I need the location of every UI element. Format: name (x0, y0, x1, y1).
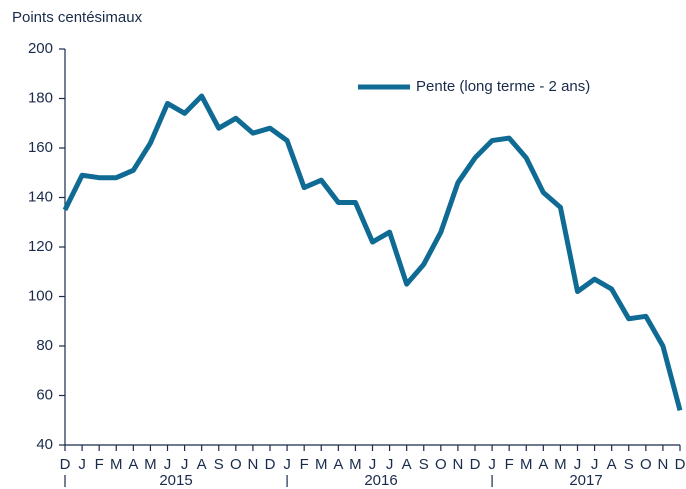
x-tick-label: M (110, 456, 123, 473)
year-label: 2017 (569, 472, 602, 489)
x-tick-label: A (197, 456, 207, 473)
x-tick-label: D (675, 456, 686, 473)
x-tick-label: M (520, 456, 533, 473)
x-tick-label: A (402, 456, 412, 473)
x-tick-label: D (470, 456, 481, 473)
x-tick-label: S (624, 456, 634, 473)
x-tick-label: J (78, 456, 86, 473)
x-tick-label: A (607, 456, 617, 473)
x-tick-label: J (574, 456, 582, 473)
x-tick-label: O (640, 456, 652, 473)
x-tick-label: M (554, 456, 567, 473)
y-tick-label: 60 (36, 386, 53, 403)
x-tick-label: J (386, 456, 394, 473)
x-tick-label: M (144, 456, 157, 473)
x-tick-label: N (657, 456, 668, 473)
x-tick-label: D (265, 456, 276, 473)
x-tick-label: O (230, 456, 242, 473)
x-tick-label: A (128, 456, 138, 473)
x-tick-label: S (419, 456, 429, 473)
year-label: 2016 (364, 472, 397, 489)
year-label: 2015 (159, 472, 192, 489)
x-tick-label: J (369, 456, 377, 473)
x-tick-label: J (488, 456, 496, 473)
x-tick-label: O (435, 456, 447, 473)
x-tick-label: F (505, 456, 514, 473)
y-tick-label: 40 (36, 436, 53, 453)
x-tick-label: J (591, 456, 599, 473)
y-tick-label: 120 (28, 238, 53, 255)
x-tick-label: N (247, 456, 258, 473)
y-tick-label: 140 (28, 188, 53, 205)
x-tick-label: M (349, 456, 362, 473)
y-axis-label: Points centésimaux (12, 9, 143, 26)
x-tick-label: S (214, 456, 224, 473)
x-tick-label: M (315, 456, 328, 473)
x-tick-label: F (95, 456, 104, 473)
y-tick-label: 160 (28, 139, 53, 156)
x-tick-label: J (283, 456, 291, 473)
x-tick-label: J (164, 456, 172, 473)
data-line (62, 93, 683, 411)
y-tick-label: 80 (36, 337, 53, 354)
x-tick-label: J (181, 456, 189, 473)
x-tick-label: A (538, 456, 548, 473)
legend-label: Pente (long terme - 2 ans) (416, 78, 590, 95)
x-tick-label: A (333, 456, 343, 473)
y-tick-label: 100 (28, 287, 53, 304)
y-tick-label: 180 (28, 89, 53, 106)
x-tick-label: D (60, 456, 71, 473)
x-tick-label: N (452, 456, 463, 473)
x-tick-label: F (300, 456, 309, 473)
y-tick-label: 200 (28, 40, 53, 57)
